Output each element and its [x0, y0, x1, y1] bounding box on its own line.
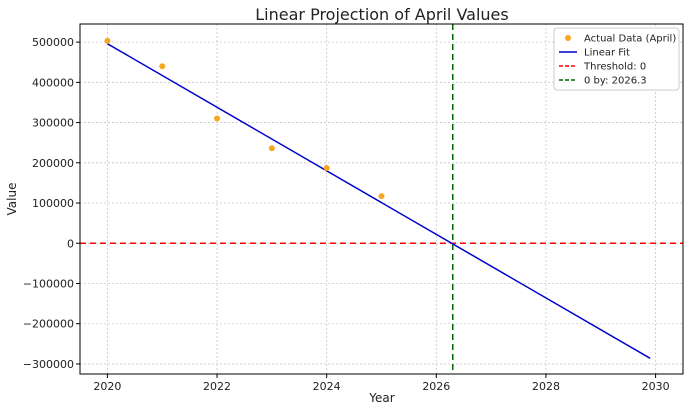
data-point — [159, 63, 166, 70]
x-tick-label: 2030 — [642, 380, 670, 393]
x-tick-label: 2024 — [313, 380, 341, 393]
y-tick-label: 300000 — [32, 117, 74, 130]
y-tick-label: −200000 — [23, 318, 74, 331]
legend: Actual Data (April) Linear Fit Threshold: … — [553, 27, 680, 91]
data-point — [214, 115, 221, 122]
legend-label: 0 by: 2026.3 — [584, 76, 647, 87]
y-tick-label: 400000 — [32, 76, 74, 89]
chart-title: Linear Projection of April Values — [255, 5, 508, 24]
plot-frame — [79, 23, 684, 375]
x-tick-label: 2022 — [203, 380, 231, 393]
x-tick-label: 2020 — [93, 380, 121, 393]
data-point — [378, 193, 385, 200]
y-tick-label: −300000 — [23, 358, 74, 371]
legend-label: Threshold: 0 — [583, 62, 646, 73]
legend-label: Actual Data (April) — [584, 34, 676, 45]
reference-lines — [80, 24, 683, 374]
data-point — [268, 145, 275, 152]
x-tick-label: 2028 — [532, 380, 560, 393]
y-axis-label: Value — [5, 183, 19, 216]
y-tick-label: 0 — [67, 237, 74, 250]
legend-label: Linear Fit — [584, 48, 630, 59]
x-axis-label: Year — [368, 391, 394, 405]
legend-box — [553, 27, 680, 91]
y-tick-label: 500000 — [32, 36, 74, 49]
data-point — [104, 37, 111, 44]
y-axis-ticks: −300000 −200000 −100000 0 100000 200000 300000… — [23, 36, 80, 371]
data-point — [323, 165, 330, 172]
x-axis-ticks: 2020 2022 2024 2026 2028 2030 — [93, 374, 670, 393]
legend-marker — [565, 35, 571, 41]
series-layer — [104, 37, 651, 359]
y-tick-label: 100000 — [32, 197, 74, 210]
y-tick-label: 200000 — [32, 157, 74, 170]
y-tick-label: −100000 — [23, 277, 74, 290]
x-tick-label: 2026 — [422, 380, 450, 393]
linear-fit-line — [107, 43, 651, 359]
